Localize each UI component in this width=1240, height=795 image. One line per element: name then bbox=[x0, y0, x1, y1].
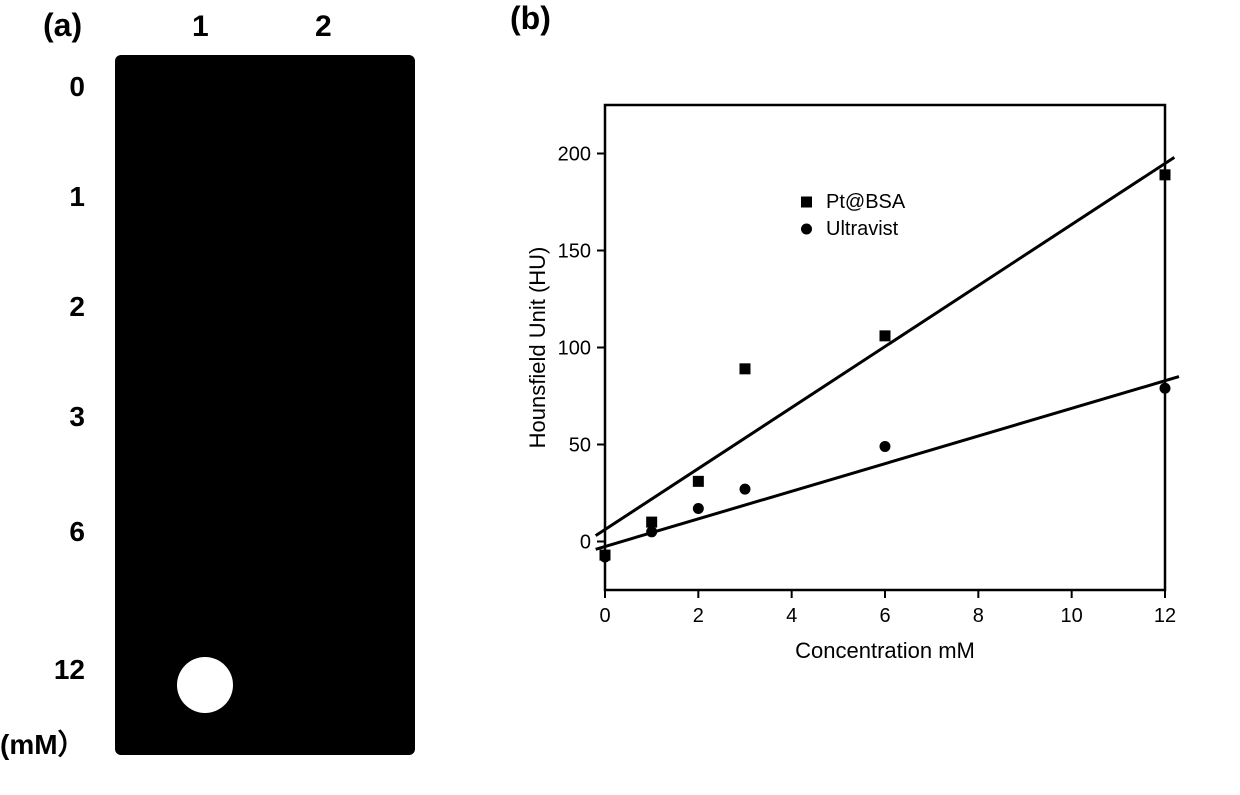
panel-a-row-3: 3 bbox=[35, 401, 85, 433]
svg-text:6: 6 bbox=[879, 605, 890, 627]
panel-a-row-12: 12 bbox=[35, 654, 85, 686]
panel-b-tag: (b) bbox=[510, 0, 551, 37]
svg-text:12: 12 bbox=[1154, 605, 1176, 627]
svg-text:2: 2 bbox=[693, 605, 704, 627]
legend-ultravist: Ultravist bbox=[826, 218, 899, 240]
panel-a-bright-spot bbox=[177, 657, 233, 713]
panel-b-chart: 0 2 4 6 8 10 12 Concentration mM 0 50 100 150 200 Hou… bbox=[510, 80, 1200, 680]
panel-a-row-1: 1 bbox=[35, 181, 85, 213]
panel-a-image-box bbox=[115, 55, 415, 755]
svg-text:0: 0 bbox=[580, 532, 591, 554]
svg-text:50: 50 bbox=[569, 435, 591, 457]
x-axis-label: Concentration mM bbox=[795, 638, 975, 663]
panel-a-col-2: 2 bbox=[315, 10, 332, 44]
svg-text:8: 8 bbox=[973, 605, 984, 627]
panel-a-row-2: 2 bbox=[35, 291, 85, 323]
svg-text:10: 10 bbox=[1061, 605, 1083, 627]
svg-text:4: 4 bbox=[786, 605, 797, 627]
panel-a-unit: (mM） bbox=[0, 723, 86, 763]
legend-pt-bsa: Pt@BSA bbox=[826, 191, 906, 213]
panel-a-row-6: 6 bbox=[35, 516, 85, 548]
svg-text:150: 150 bbox=[558, 241, 591, 263]
panel-a-col-1: 1 bbox=[192, 10, 209, 44]
figure-root: (a) 1 2 0 1 2 3 6 12 (mM） (b) 0 2 4 6 8 10 12 C… bbox=[0, 0, 1240, 795]
panel-a-tag: (a) bbox=[43, 7, 82, 44]
svg-text:200: 200 bbox=[558, 144, 591, 166]
svg-text:0: 0 bbox=[599, 605, 610, 627]
y-axis-label: Hounsfield Unit (HU) bbox=[525, 247, 550, 449]
panel-a-row-0: 0 bbox=[35, 71, 85, 103]
svg-text:100: 100 bbox=[558, 338, 591, 360]
